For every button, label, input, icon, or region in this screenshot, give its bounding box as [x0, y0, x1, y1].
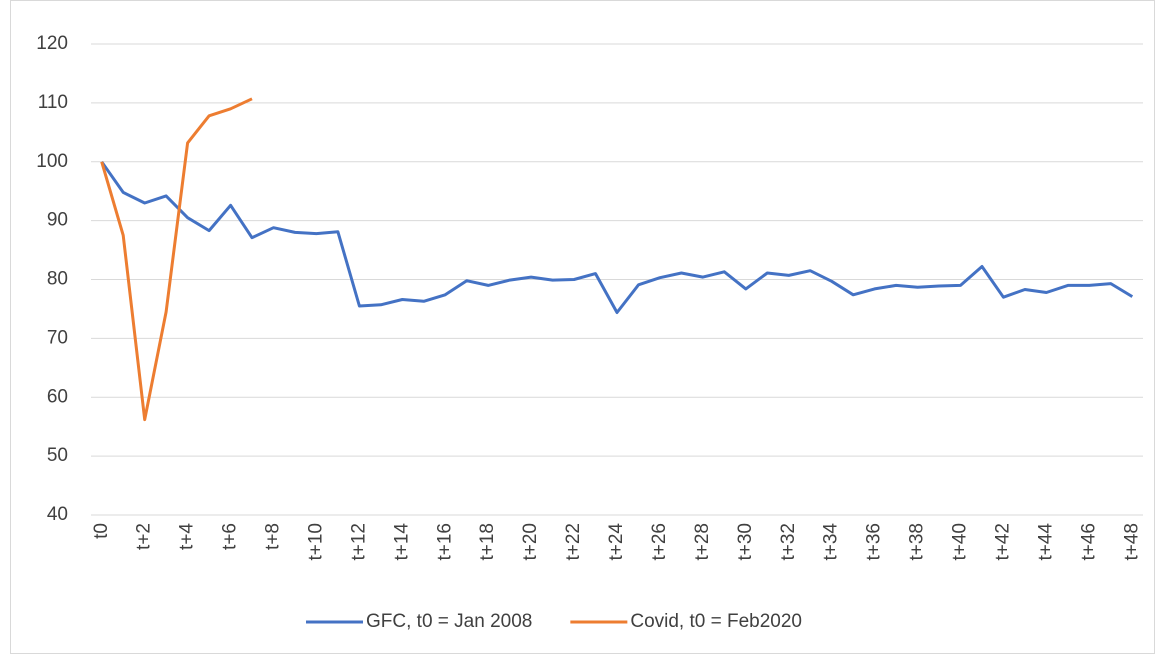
y-tick-label: 110	[38, 92, 68, 113]
y-tick-label: 50	[47, 445, 68, 466]
legend-label: Covid, t0 = Feb2020	[630, 611, 802, 632]
x-tick-label: t+12	[348, 523, 369, 561]
x-tick-label: t0	[91, 523, 112, 539]
x-tick-label: t+38	[907, 523, 928, 561]
x-tick-label: t+46	[1078, 523, 1099, 561]
x-tick-label: t+10	[305, 523, 326, 561]
series-line	[100, 97, 253, 422]
legend-label: GFC, t0 = Jan 2008	[366, 611, 532, 632]
y-tick-label: 40	[47, 504, 68, 525]
x-tick-label: t+42	[992, 523, 1013, 561]
series-line	[100, 160, 1134, 314]
x-tick-label: t+6	[220, 523, 241, 550]
x-tick-label: t+14	[391, 523, 412, 561]
x-tick-label: t+2	[134, 523, 155, 550]
x-tick-label: t+4	[177, 523, 198, 550]
x-tick-label: t+36	[864, 523, 885, 561]
x-tick-label: t+32	[778, 523, 799, 561]
chart-border	[10, 0, 1155, 654]
y-tick-label: 90	[47, 210, 68, 231]
x-tick-label: t+34	[821, 523, 842, 561]
x-tick-label: t+26	[649, 523, 670, 561]
y-tick-label: 100	[36, 151, 68, 172]
x-tick-label: t+40	[950, 523, 971, 561]
x-tick-label: t+30	[735, 523, 756, 561]
x-tick-label: t+28	[692, 523, 713, 561]
x-tick-label: t+18	[477, 523, 498, 561]
x-tick-label: t+44	[1035, 523, 1056, 561]
y-tick-label: 70	[47, 327, 68, 348]
x-tick-label: t+24	[606, 523, 627, 561]
x-tick-label: t+16	[434, 523, 455, 561]
y-tick-label: 60	[47, 386, 68, 407]
x-tick-label: t+8	[263, 523, 284, 550]
x-tick-label: t+22	[563, 523, 584, 561]
x-tick-label: t+48	[1121, 523, 1142, 561]
x-tick-label: t+20	[520, 523, 541, 561]
y-tick-label: 80	[47, 269, 68, 290]
y-tick-label: 120	[36, 33, 68, 54]
